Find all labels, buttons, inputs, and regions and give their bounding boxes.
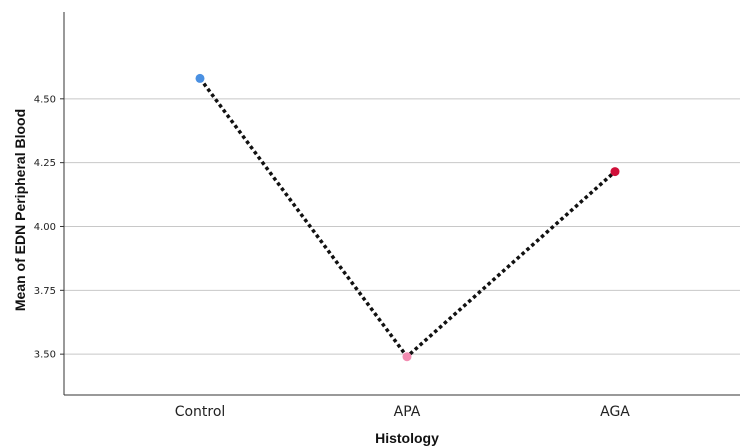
y-tick-label: 3.50 [34,350,56,361]
data-points [195,73,620,362]
x-tick-label: APA [394,404,421,420]
y-axis-label: Mean of EDN Peripheral Blood [12,109,28,311]
x-tick-label: Control [175,404,226,420]
y-tick-label: 4.50 [34,94,56,105]
series-line [198,77,617,360]
y-tick-label: 4.00 [34,222,56,233]
x-tick-label: AGA [600,404,630,420]
x-tick-labels: Control APA AGA [175,404,631,420]
gridlines [60,98,740,355]
y-tick-labels: 3.50 3.75 4.00 4.25 4.50 [34,94,56,360]
y-tick-label: 3.75 [34,286,56,297]
data-point [610,167,620,177]
data-point [402,352,412,362]
y-tick-label: 4.25 [34,158,56,169]
data-point [195,73,205,83]
x-axis-label: Histology [375,430,439,446]
